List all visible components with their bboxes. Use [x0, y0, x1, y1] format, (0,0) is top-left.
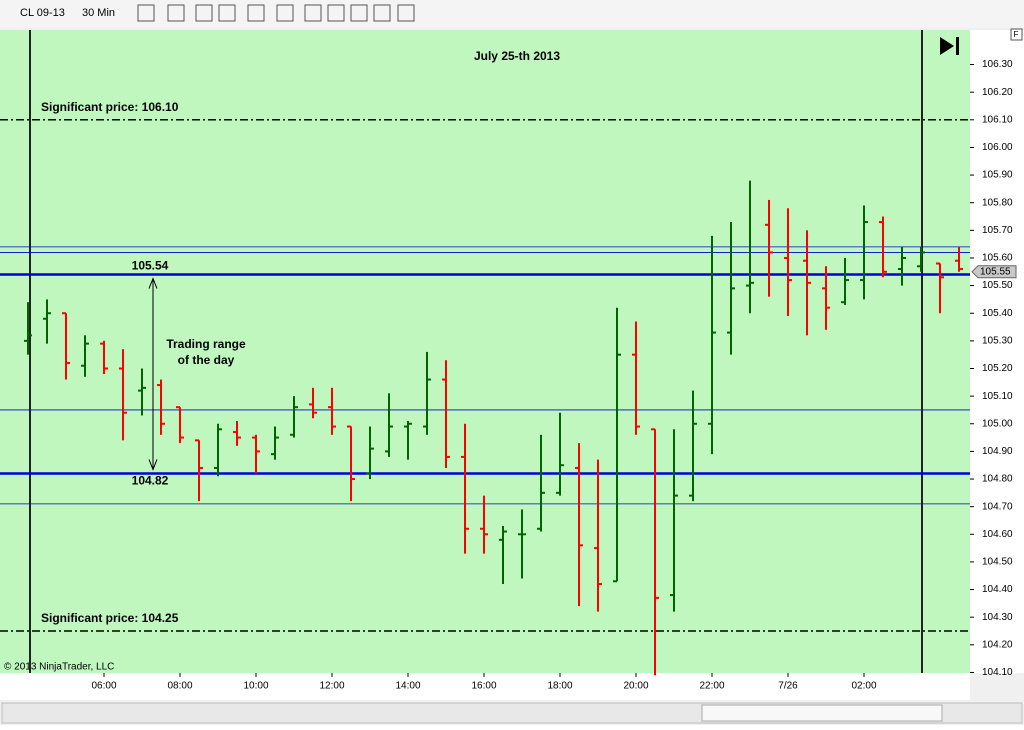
chart-title: July 25-th 2013	[474, 49, 560, 63]
plot-area	[0, 30, 970, 673]
range-text: Trading range	[166, 337, 246, 351]
y-tick-label: 106.10	[982, 114, 1013, 125]
y-tick-label: 104.50	[982, 557, 1013, 568]
axis-button[interactable]	[1010, 28, 1023, 41]
y-tick-label: 105.70	[982, 225, 1013, 236]
period[interactable]: 30 Min	[82, 7, 115, 19]
y-tick-label: 104.90	[982, 446, 1013, 457]
last-price-label: 105.55	[980, 266, 1011, 277]
time-axis	[0, 673, 970, 700]
x-tick-label: 7/26	[778, 681, 798, 692]
go-to-end[interactable]	[940, 37, 959, 55]
significant-label: Significant price: 106.10	[41, 100, 179, 114]
scroll-thumb[interactable]	[701, 704, 943, 722]
x-tick-label: 06:00	[91, 681, 116, 692]
copyright: © 2013 NinjaTrader, LLC	[4, 662, 114, 673]
y-tick-label: 106.00	[982, 142, 1013, 153]
y-tick-label: 105.10	[982, 391, 1013, 402]
x-tick-label: 08:00	[167, 681, 192, 692]
y-tick-label: 104.20	[982, 639, 1013, 650]
y-tick-label: 105.40	[982, 308, 1013, 319]
range-text: of the day	[178, 353, 235, 367]
x-tick-label: 02:00	[851, 681, 876, 692]
toolbar-icons[interactable]	[137, 4, 415, 22]
y-tick-label: 105.00	[982, 418, 1013, 429]
last-price-marker	[971, 265, 1017, 279]
significant-label: Significant price: 104.25	[41, 611, 179, 625]
y-tick-label: 104.60	[982, 529, 1013, 540]
instrument[interactable]: CL 09-13	[20, 7, 65, 19]
x-tick-label: 12:00	[319, 681, 344, 692]
arrow-head	[148, 277, 158, 471]
x-tick-label: 14:00	[395, 681, 420, 692]
y-tick-label: 105.50	[982, 280, 1013, 291]
y-tick-label: 105.20	[982, 363, 1013, 374]
x-tick-label: 20:00	[623, 681, 648, 692]
y-tick-label: 104.80	[982, 474, 1013, 485]
y-tick-label: 105.30	[982, 336, 1013, 347]
x-tick-label: 18:00	[547, 681, 572, 692]
x-tick-label: 10:00	[243, 681, 268, 692]
range-low-label: 104.82	[132, 474, 169, 488]
y-tick-label: 104.10	[982, 667, 1013, 678]
price-axis	[970, 30, 1024, 673]
y-tick-label: 104.70	[982, 501, 1013, 512]
range-high-label: 105.54	[132, 259, 169, 273]
y-tick-label: 105.90	[982, 170, 1013, 181]
x-tick-label: 22:00	[699, 681, 724, 692]
y-tick-label: 106.20	[982, 87, 1013, 98]
y-tick-label: 104.40	[982, 584, 1013, 595]
axis-button-label[interactable]: F	[1014, 30, 1019, 39]
y-tick-label: 104.30	[982, 612, 1013, 623]
x-tick-label: 16:00	[471, 681, 496, 692]
y-tick-label: 105.60	[982, 253, 1013, 264]
y-tick-label: 106.30	[982, 59, 1013, 70]
y-tick-label: 105.80	[982, 197, 1013, 208]
